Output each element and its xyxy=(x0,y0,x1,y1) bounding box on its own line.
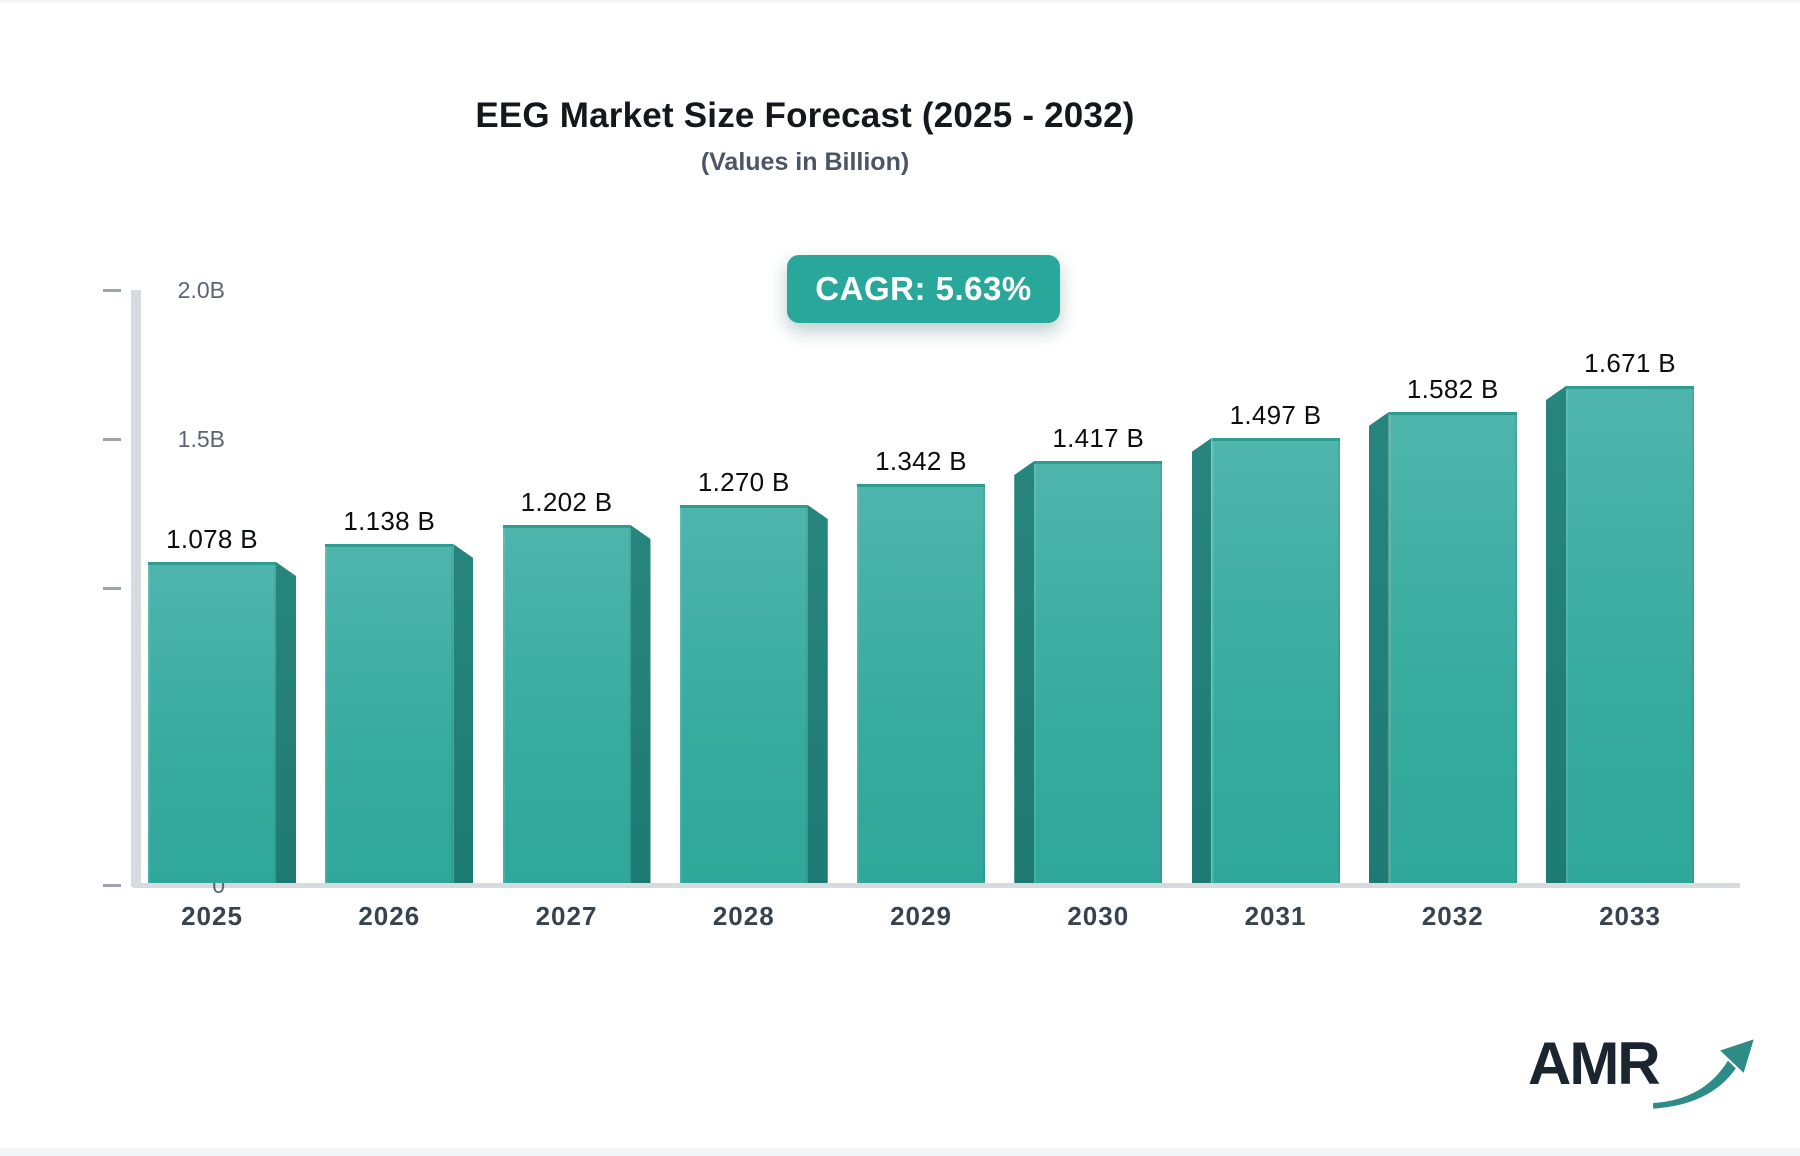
bar-2027 xyxy=(502,525,631,883)
bar-side-2032 xyxy=(1368,412,1389,883)
bar-side-2026 xyxy=(453,544,474,883)
bar-side-2028 xyxy=(807,505,828,883)
y-tick-dash-0 xyxy=(103,884,121,887)
y-tick-label-1.5B: 1.5B xyxy=(177,425,225,452)
bar-side-2031 xyxy=(1191,438,1212,883)
amr-logo-text: AMR xyxy=(1528,1030,1661,1097)
bar-2033 xyxy=(1566,386,1694,883)
x-axis-line xyxy=(133,883,1740,888)
bar-value-label-2027: 1.202 B xyxy=(520,487,613,517)
bar-value-label-2028: 1.270 B xyxy=(697,467,790,497)
bar-value-label-2025: 1.078 B xyxy=(166,524,258,554)
bar-side-2030 xyxy=(1014,461,1035,883)
bar-2028 xyxy=(679,505,808,883)
x-axis-label-2026: 2026 xyxy=(358,901,421,931)
y-tick-dash-1.0B xyxy=(103,586,121,590)
bar-value-label-2033: 1.671 B xyxy=(1584,348,1676,378)
bar-2031 xyxy=(1211,438,1340,883)
bar-value-label-2032: 1.582 B xyxy=(1406,374,1499,404)
x-axis-label-2031: 2031 xyxy=(1244,901,1307,931)
x-axis-label-2029: 2029 xyxy=(890,901,952,931)
x-axis-label-2028: 2028 xyxy=(712,901,775,931)
bar-value-label-2026: 1.138 B xyxy=(343,506,436,536)
x-axis-label-2030: 2030 xyxy=(1067,901,1130,931)
chart-title: EEG Market Size Forecast (2025 - 2032) xyxy=(475,96,1135,135)
bar-value-label-2031: 1.497 B xyxy=(1229,400,1322,430)
cagr-badge: CAGR: 5.63% xyxy=(787,255,1060,323)
bar-2032 xyxy=(1388,412,1517,883)
bar-2030 xyxy=(1034,461,1163,883)
x-axis-label-2033: 2033 xyxy=(1599,901,1661,931)
bar-side-2027 xyxy=(630,525,651,883)
bottom-edge-strip xyxy=(0,1148,1800,1156)
growth-arrow-icon xyxy=(1652,1039,1754,1109)
bar-2025 xyxy=(148,562,276,883)
x-axis-label-2027: 2027 xyxy=(535,901,598,931)
x-axis-label-2032: 2032 xyxy=(1421,901,1484,931)
bar-value-label-2029: 1.342 B xyxy=(875,446,967,476)
y-axis-line xyxy=(131,290,141,887)
bar-side-2033 xyxy=(1546,386,1566,883)
chart-subtitle: (Values in Billion) xyxy=(700,148,910,176)
bar-2026 xyxy=(325,544,454,883)
y-tick-label-2.0B: 2.0B xyxy=(177,277,225,303)
bar-2029 xyxy=(857,484,985,883)
y-tick-dash-2.0B xyxy=(103,289,121,292)
y-tick-dash-1.5B xyxy=(103,437,121,441)
cagr-badge-label: CAGR: 5.63% xyxy=(815,270,1032,307)
x-axis-label-2025: 2025 xyxy=(181,901,243,931)
amr-logo: AMR xyxy=(1528,1034,1765,1112)
top-edge-strip xyxy=(0,0,1800,3)
bar-side-2025 xyxy=(276,562,296,883)
bar-value-label-2030: 1.417 B xyxy=(1052,423,1145,453)
